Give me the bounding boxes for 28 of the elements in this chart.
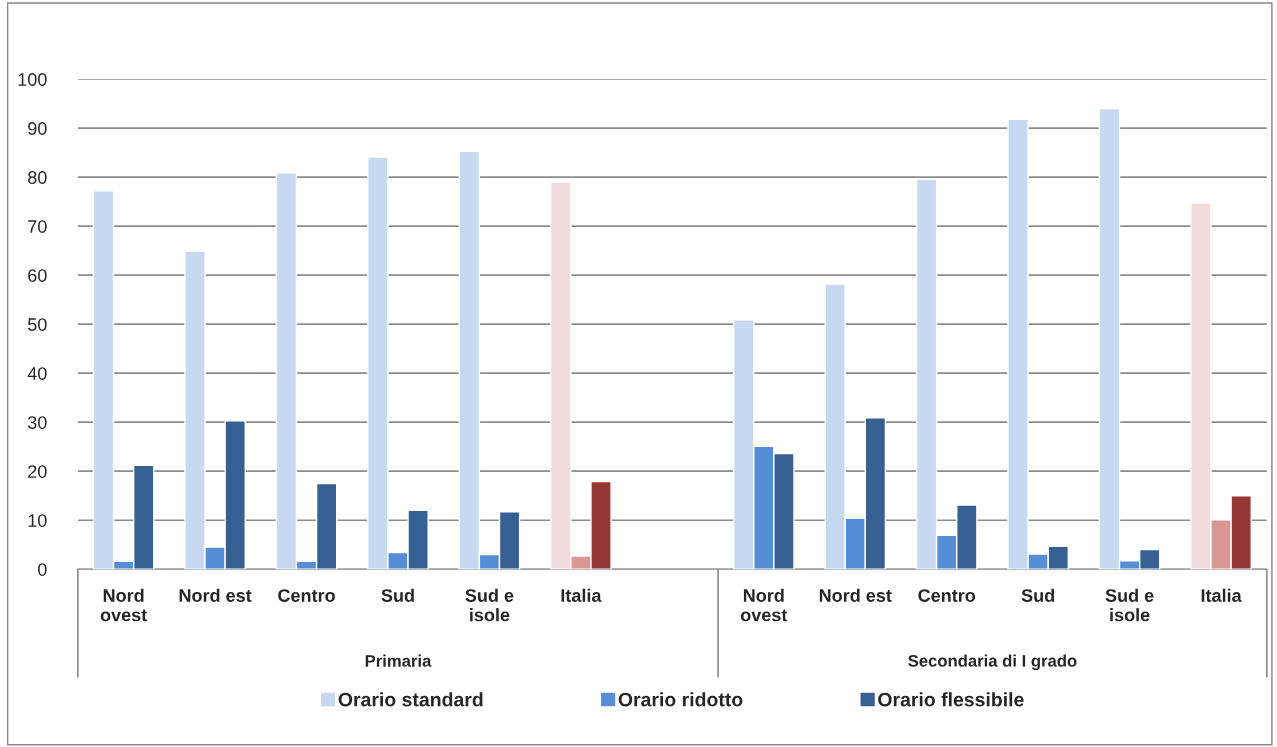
legend-label: Orario ridotto (618, 692, 743, 707)
x-tick-label: Nord ovest (100, 588, 147, 622)
y-tick-label: 40 (27, 367, 47, 380)
y-tick-label: 0 (38, 563, 47, 576)
x-tick-label: Nord est (179, 588, 252, 602)
x-tick-label: Sud e isole (1105, 588, 1154, 622)
x-tick-label: Nord est (819, 588, 892, 602)
x-tick-label: Sud (1021, 588, 1055, 602)
legend-label: Orario flessibile (878, 692, 1024, 707)
y-tick-label: 30 (27, 416, 47, 429)
y-tick-label: 80 (28, 171, 47, 184)
x-tick-label: Italia (561, 588, 602, 602)
y-tick-label: 100 (18, 73, 47, 86)
x-tick-label: Nord ovest (740, 588, 788, 622)
x-tick-label: Centro (918, 589, 976, 602)
y-tick-label: 70 (28, 220, 47, 233)
x-tick-label: Sud e isole (465, 588, 514, 622)
y-tick-label: 90 (28, 122, 47, 135)
x-tick-label: Centro (278, 589, 335, 602)
text: Secondaria di I grado (908, 654, 1077, 671)
x-tick-label: Sud (381, 588, 414, 602)
text: Primaria (365, 654, 432, 667)
y-tick-label: 10 (28, 514, 47, 527)
legend-label: Orario standard (338, 692, 483, 707)
x-tick-label: Italia (1201, 588, 1242, 602)
y-tick-label: 20 (28, 465, 47, 478)
y-tick-label: 60 (28, 269, 47, 282)
y-tick-label: 50 (27, 318, 47, 331)
